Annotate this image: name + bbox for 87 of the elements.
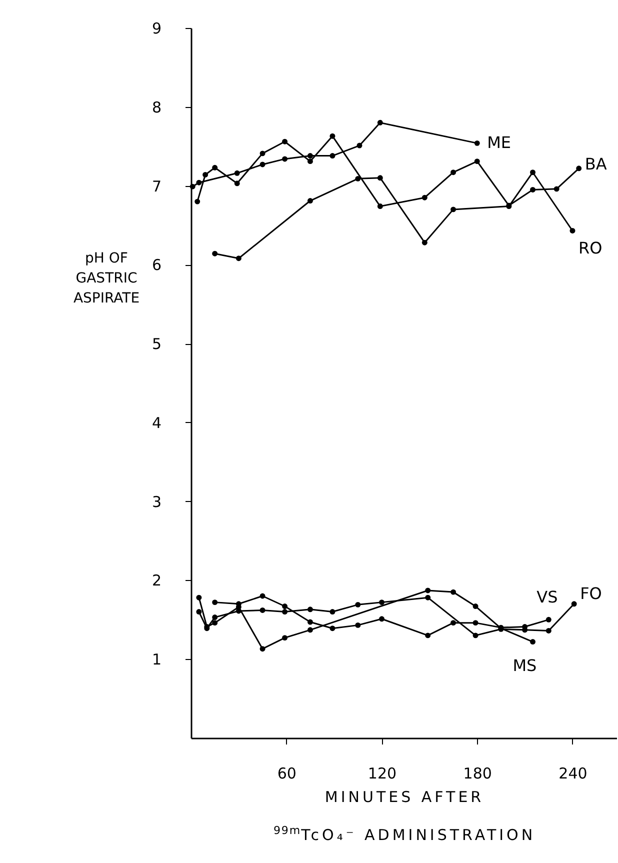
point [330,609,336,615]
point [282,635,288,641]
y-tick-label: 8 [152,98,162,116]
y-tick-label: 1 [152,650,162,669]
series-label: MS [512,656,537,675]
point [530,170,536,176]
point [377,204,383,210]
point [474,158,480,164]
point [307,153,313,159]
x-tick-label: 120 [368,764,397,782]
y-tick-label: 5 [152,335,162,354]
point [307,619,313,625]
point [234,170,240,176]
point [450,589,456,595]
point [425,594,431,600]
point [450,620,456,626]
y-axis-title: pH OF GASTRIC ASPIRATE [73,250,140,306]
series-label: VS [536,588,558,607]
point [282,156,288,162]
y-tick-label: 9 [152,20,162,38]
point [425,588,431,594]
point [472,632,478,638]
point [330,626,336,632]
point [472,620,478,626]
point [236,256,242,262]
point [530,639,536,644]
point [260,607,266,613]
point [212,164,218,170]
series-label: FO [580,584,602,603]
point [212,614,218,620]
point [282,138,288,144]
point [260,162,266,168]
point [330,133,336,139]
point [212,620,218,626]
point [282,609,288,615]
point [196,594,202,600]
point [356,142,362,148]
point [260,593,266,599]
point [450,206,456,212]
series-label: ME [487,133,512,152]
point [330,153,336,159]
x-tick-label: 60 [277,764,296,782]
y-tick-label: 4 [152,414,162,432]
series-label: BA [584,154,607,174]
x-tick-label: 240 [558,764,588,782]
point [202,172,208,178]
point [450,170,456,176]
point [212,250,218,256]
point [260,150,266,156]
point [355,176,361,182]
text: MINUTES AFTER $^{99m}$TcO₄⁻ ADMINISTRATION [273,788,536,844]
point [570,228,576,234]
point [355,602,361,608]
point [355,622,361,628]
point [546,628,552,634]
y-tick-label: 6 [152,256,162,274]
point [190,184,196,190]
point [379,600,384,606]
series-label: RO [578,238,602,258]
point [196,609,202,615]
point [472,604,478,609]
point [377,175,383,181]
point [307,606,313,612]
y-tick-label: 7 [152,177,162,196]
point [571,601,577,607]
point [194,198,200,204]
point [422,240,428,246]
point [474,140,480,146]
point [530,186,536,192]
point [196,180,202,186]
point [422,194,428,200]
x-tick-label: 180 [463,764,492,782]
point [576,166,582,172]
point [307,158,313,164]
point [425,632,431,638]
point [234,180,240,186]
point [212,600,218,606]
point [546,616,552,622]
point [554,186,560,192]
point [260,646,266,652]
point [307,198,313,204]
point [307,627,313,633]
y-tick-label: 2 [152,572,162,590]
point [377,120,383,126]
point [379,616,384,622]
y-tick-label: 3 [152,492,162,511]
point [282,604,288,609]
